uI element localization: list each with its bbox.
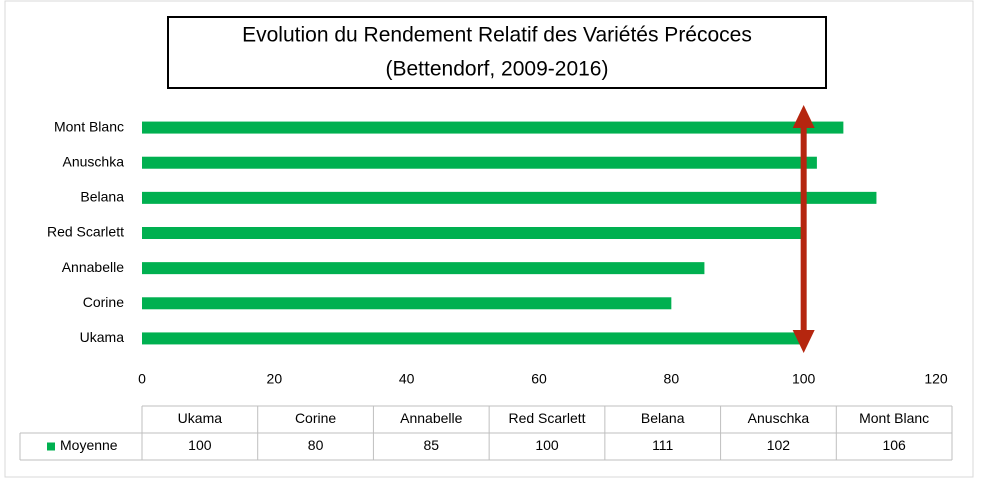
table-value: 80: [308, 437, 324, 453]
y-tick-label: Annabelle: [62, 259, 124, 275]
bar: [142, 297, 672, 310]
x-tick-label: 120: [924, 371, 948, 387]
bar: [142, 191, 877, 204]
chart-title: Evolution du Rendement Relatif des Varié…: [242, 24, 752, 47]
bar: [142, 156, 817, 169]
table-header: Corine: [295, 410, 336, 426]
x-tick-label: 80: [664, 371, 680, 387]
bar: [142, 262, 705, 275]
table-value: 106: [882, 437, 906, 453]
table-header: Anuschka: [748, 410, 810, 426]
table-value: 102: [767, 437, 791, 453]
x-tick-label: 20: [267, 371, 283, 387]
arrow-head: [792, 330, 815, 353]
bar: [142, 121, 844, 134]
x-tick-label: 40: [399, 371, 415, 387]
y-tick-label: Mont Blanc: [54, 118, 124, 134]
table-header: Red Scarlett: [508, 410, 585, 426]
title-box: [167, 16, 827, 89]
legend-swatch: [47, 442, 55, 451]
arrow-head: [792, 105, 815, 128]
bar: [142, 332, 804, 345]
table-value: 100: [188, 437, 212, 453]
y-tick-label: Corine: [83, 294, 124, 310]
legend-label: Moyenne: [60, 437, 118, 453]
table-header: Mont Blanc: [859, 410, 929, 426]
table-header: Belana: [641, 410, 685, 426]
y-tick-label: Belana: [80, 189, 124, 205]
x-tick-label: 0: [138, 371, 146, 387]
y-tick-label: Anuschka: [63, 153, 125, 169]
x-tick-label: 60: [531, 371, 547, 387]
table-value: 111: [652, 437, 673, 453]
bar: [142, 227, 804, 239]
y-tick-label: Red Scarlett: [47, 224, 124, 240]
x-tick-label: 100: [792, 371, 816, 387]
table-header: Annabelle: [400, 410, 462, 426]
table-value: 100: [535, 437, 559, 453]
y-tick-label: Ukama: [80, 329, 125, 345]
chart-subtitle: (Bettendorf, 2009-2016): [386, 58, 609, 81]
table-value: 85: [423, 437, 439, 453]
table-header: Ukama: [178, 410, 223, 426]
